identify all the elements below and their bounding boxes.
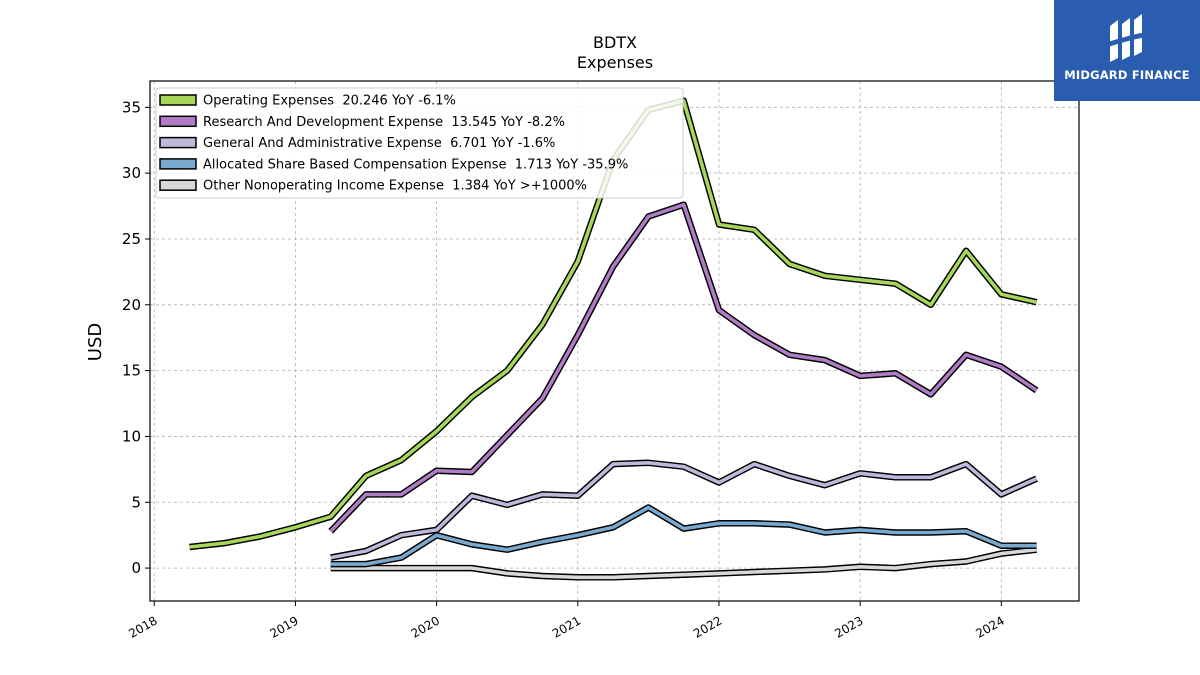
x-tick-label: 2021 [550,613,583,640]
legend-swatch [159,179,197,191]
legend-box [155,87,684,199]
legend-label: Research And Development Expense 13.545 … [203,115,565,130]
series-line-outline [328,201,1039,534]
legend-label: Other Nonoperating Income Expense 1.384 … [203,179,587,194]
series-line [330,547,1037,580]
y-tick-label: 10 [122,427,141,445]
legend-label: Operating Expenses 20.246 YoY -6.1% [203,94,456,109]
brand-name: MIDGARD FINANCE [1064,68,1190,82]
x-tick-label: 2019 [267,613,300,640]
brand-logo: MIDGARD FINANCE [1054,0,1200,101]
series-line [330,460,1038,560]
y-tick-label: 20 [122,296,141,314]
midgard-logo-icon [1108,14,1146,62]
y-tick-label: 5 [131,493,141,511]
series-line [330,505,1037,566]
legend-swatch [159,94,197,106]
chart-title: BDTX [593,33,637,52]
legend-label: General And Administrative Expense 6.701… [203,136,555,151]
x-tick-label: 2022 [691,613,724,640]
x-tick-label: 2023 [832,613,865,640]
y-axis-label: USD [85,323,106,361]
legend-swatch [159,136,197,149]
chart-subtitle: Expenses [577,53,653,72]
x-tick-label: 2024 [973,613,1006,640]
y-tick-label: 25 [122,230,141,248]
legend-swatch [159,115,197,128]
y-tick-label: 30 [122,164,141,182]
y-tick-label: 35 [122,98,141,116]
x-tick-label: 2018 [126,613,159,640]
x-tick-label: 2020 [409,613,442,640]
legend: Operating Expenses 20.246 YoY -6.1% Resea… [155,87,684,199]
y-tick-label: 15 [122,362,141,380]
legend-swatch [159,158,197,170]
series-line [329,202,1038,533]
legend-label: Allocated Share Based Compensation Expen… [203,157,628,172]
y-tick-label: 0 [131,559,141,577]
plot-frame [149,80,1080,602]
